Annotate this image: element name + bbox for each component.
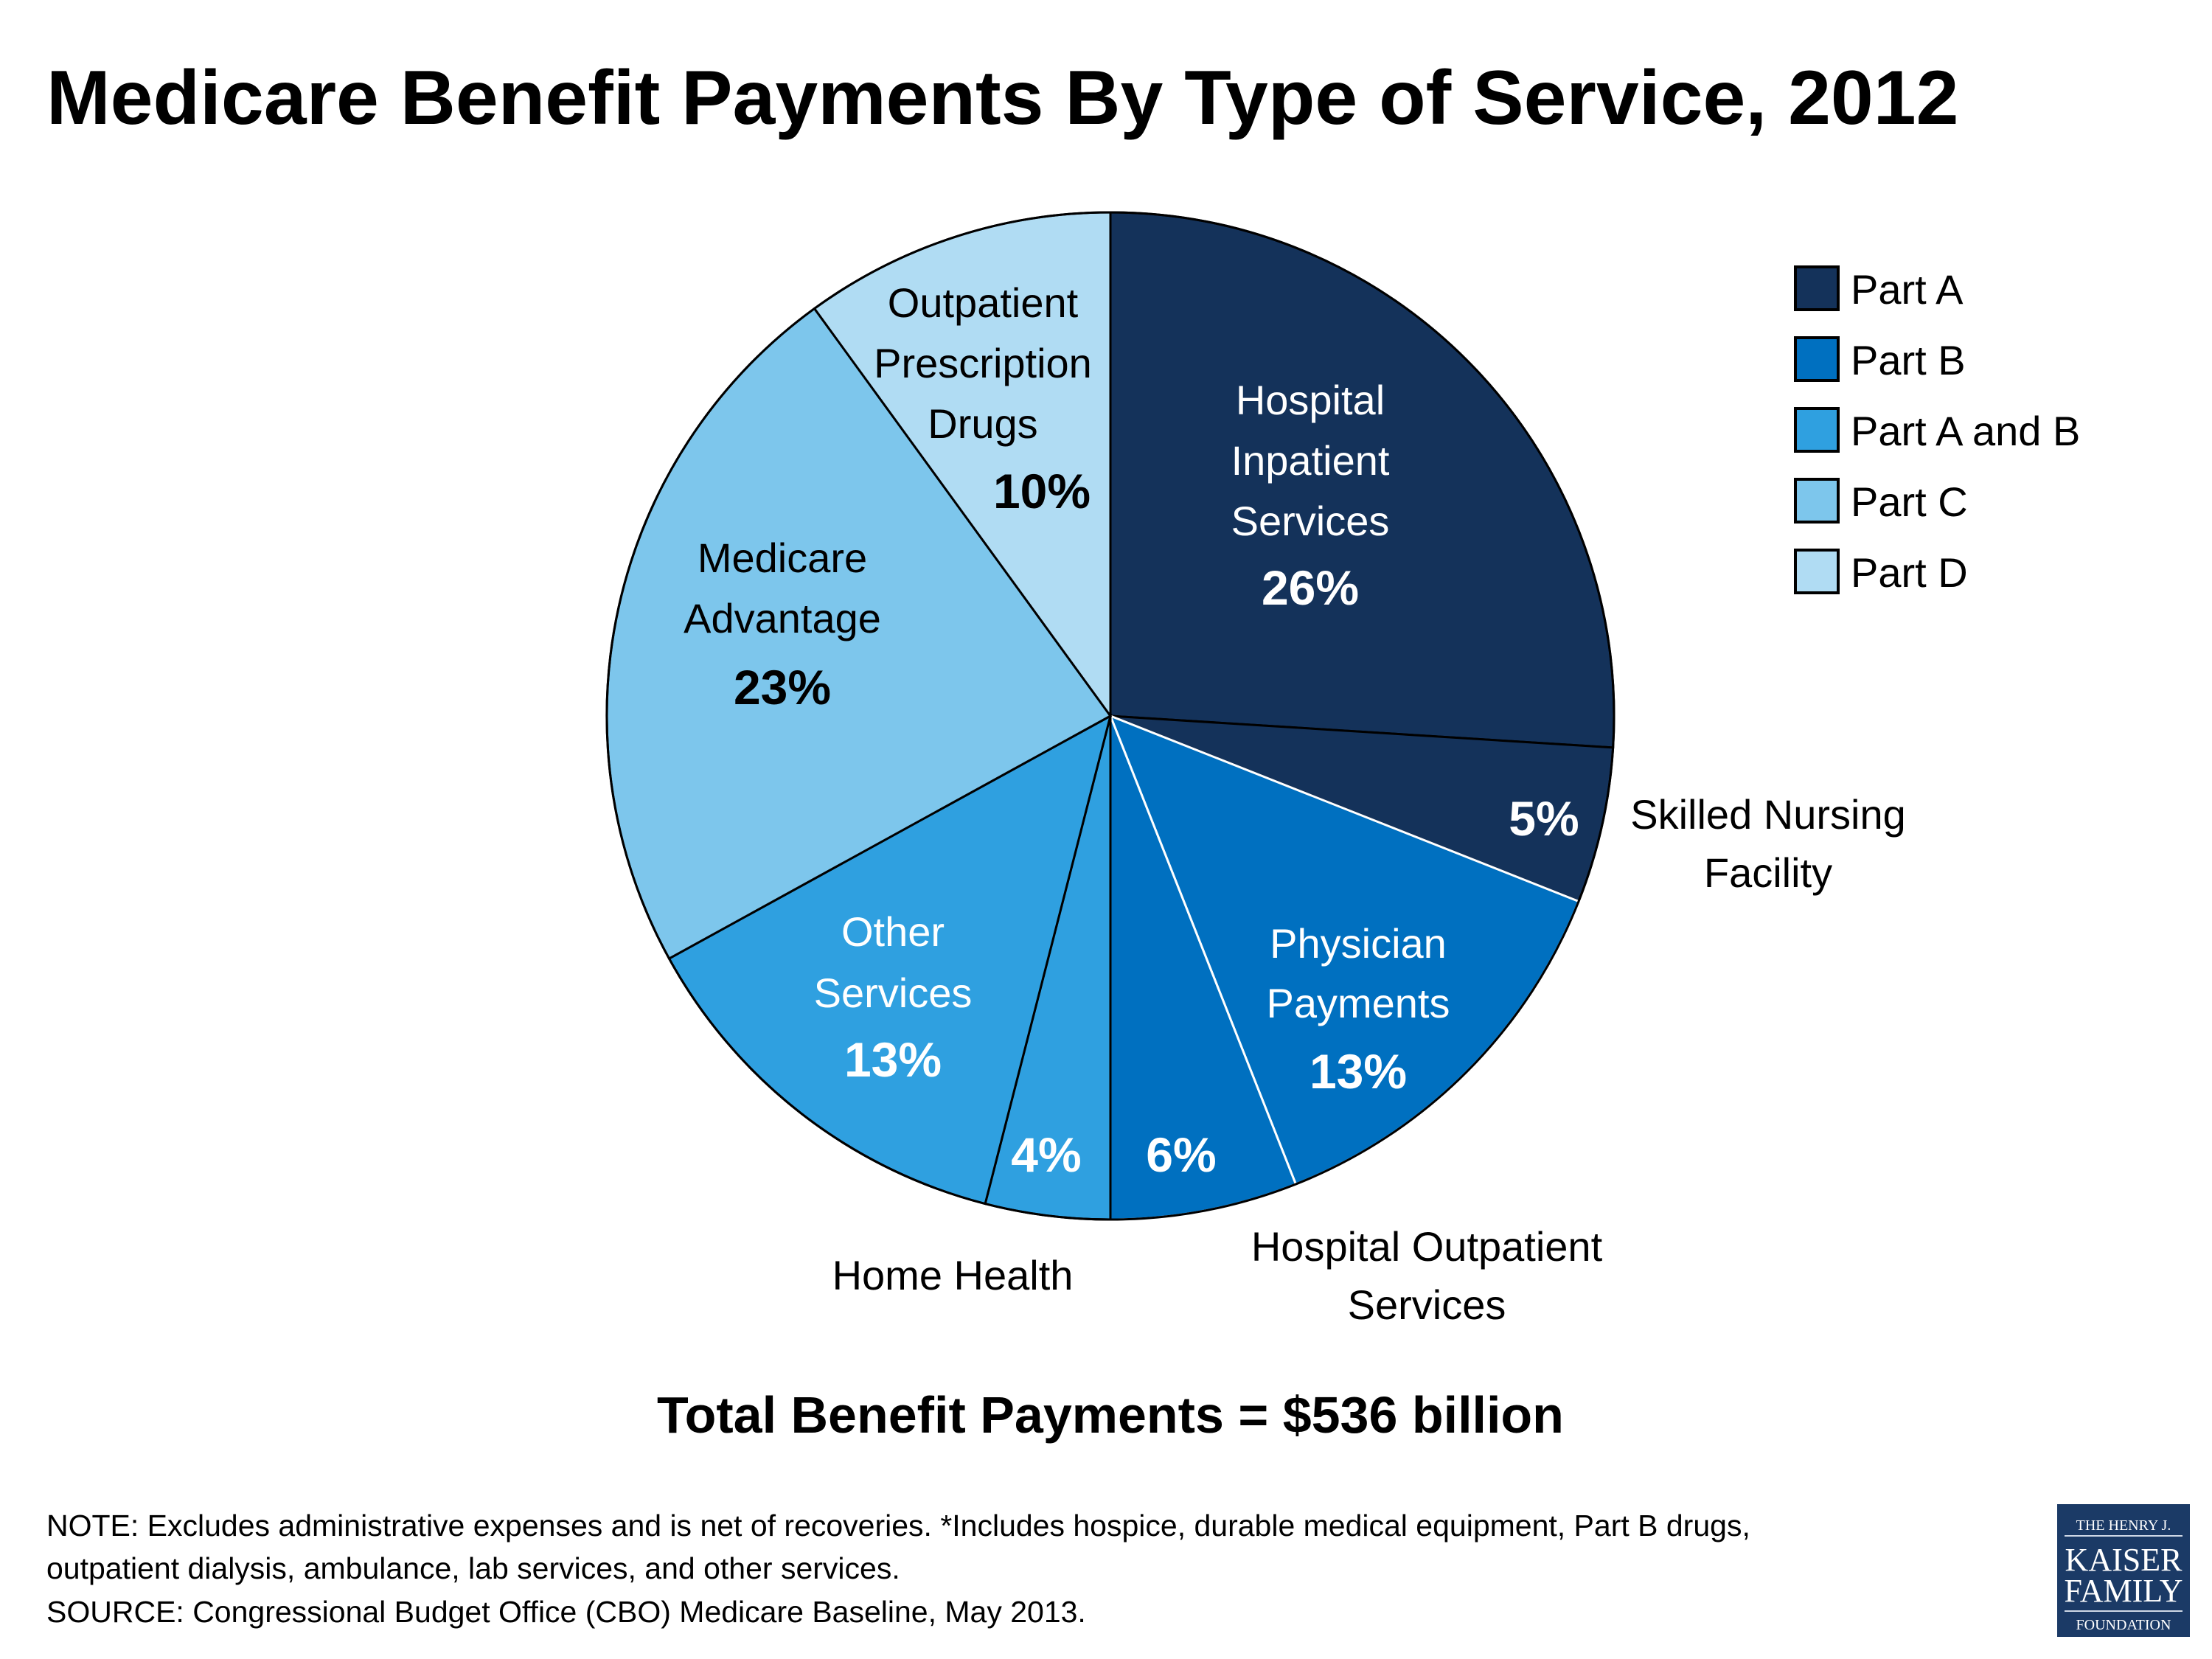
slice-label-3-line-0: Hospital Outpatient <box>1251 1223 1603 1270</box>
logo-text-4: FOUNDATION <box>2076 1617 2171 1633</box>
slice-label-2-line-0: Physician <box>1270 920 1447 967</box>
logo-text-1: THE HENRY J. <box>2076 1517 2171 1534</box>
pie-outline <box>605 211 1615 1221</box>
source-line: SOURCE: Congressional Budget Office (CBO… <box>46 1595 1086 1629</box>
legend-label-3: Part C <box>1851 479 1968 525</box>
slice-value-7: 10% <box>993 464 1091 518</box>
slice-value-3: 6% <box>1146 1127 1216 1182</box>
slice-label-1-line-0: Skilled Nursing <box>1630 791 1906 838</box>
total-subtitle: Total Benefit Payments = $536 billion <box>657 1386 1564 1444</box>
slice-value-5: 13% <box>844 1032 942 1087</box>
legend-swatch-4 <box>1794 549 1840 594</box>
slice-value-1: 5% <box>1509 791 1579 846</box>
slice-label-4-line-0: Home Health <box>832 1252 1074 1298</box>
slice-label-5-line-1: Services <box>814 970 973 1016</box>
slice-label-1-line-1: Facility <box>1704 849 1832 896</box>
slice-label-7-line-1: Prescription <box>874 340 1092 386</box>
legend-label-0: Part A <box>1851 266 1964 313</box>
legend-label-2: Part A and B <box>1851 408 2080 454</box>
slice-label-0-line-2: Services <box>1231 498 1390 544</box>
slice-value-4: 4% <box>1011 1127 1081 1182</box>
slice-label-5-line-0: Other <box>841 908 945 955</box>
slice-label-6-line-1: Advantage <box>684 595 881 641</box>
slice-label-6-line-0: Medicare <box>698 535 867 581</box>
slice-value-6: 23% <box>734 660 831 714</box>
pie-slices <box>605 211 1615 1221</box>
logo-text-2: KAISER <box>2065 1542 2183 1578</box>
slice-labels: Hospital Inpatient Services 26% Skilled Nurs… <box>684 279 1906 1328</box>
legend: Part A Part B Part A and B Part C Part D <box>1794 265 2080 596</box>
slice-label-0-line-1: Inpatient <box>1231 437 1390 484</box>
kff-logo: THE HENRY J. KAISER FAMILY FOUNDATION <box>2057 1504 2190 1637</box>
slice-value-0: 26% <box>1262 560 1359 615</box>
legend-label-1: Part B <box>1851 337 1966 383</box>
note-line-2: outpatient dialysis, ambulance, lab serv… <box>46 1551 900 1585</box>
chart-title: Medicare Benefit Payments By Type of Ser… <box>46 55 1958 141</box>
slice-label-2-line-1: Payments <box>1267 980 1450 1026</box>
legend-swatch-3 <box>1794 478 1840 524</box>
slice-label-7-line-2: Drugs <box>928 400 1037 447</box>
slice-label-7-line-0: Outpatient <box>888 279 1079 326</box>
legend-swatch-2 <box>1794 407 1840 453</box>
legend-swatch-0 <box>1794 265 1840 311</box>
logo-text-3: FAMILY <box>2064 1573 2183 1609</box>
slice-value-2: 13% <box>1310 1044 1407 1099</box>
legend-label-4: Part D <box>1851 549 1968 596</box>
note-line-1: NOTE: Excludes administrative expenses a… <box>46 1509 1750 1543</box>
slice-label-0-line-0: Hospital <box>1236 377 1385 423</box>
slice-label-3-line-1: Services <box>1348 1281 1506 1328</box>
legend-swatch-1 <box>1794 336 1840 382</box>
